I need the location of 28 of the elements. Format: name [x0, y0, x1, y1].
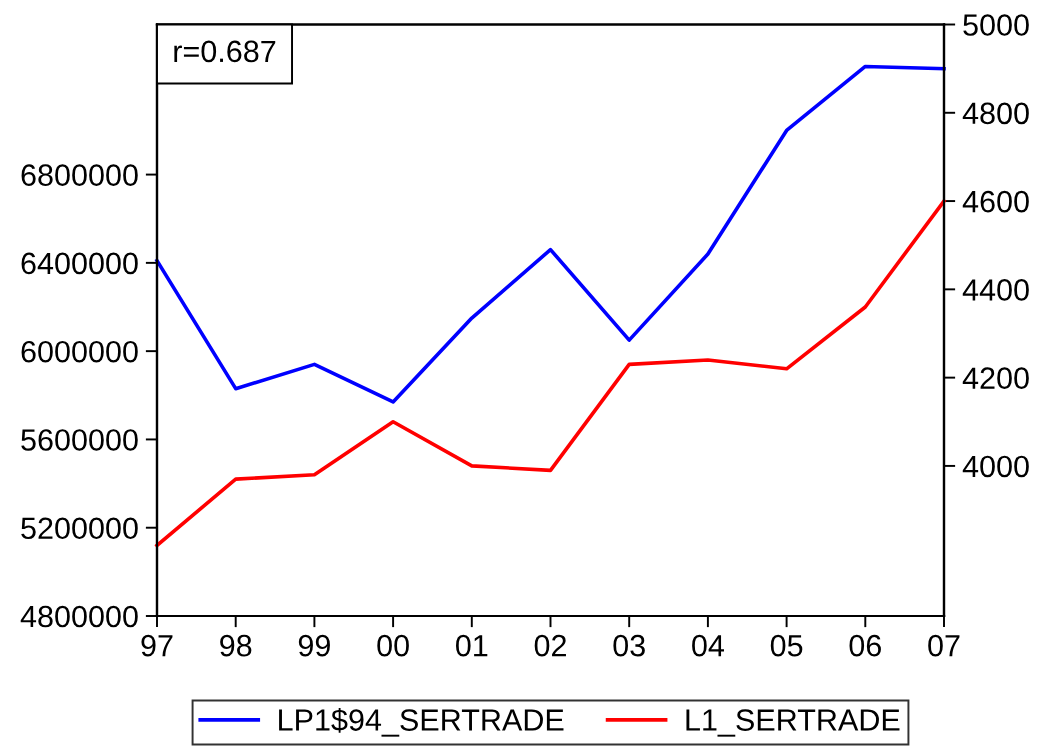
y2-tick-label: 4200 — [962, 367, 1029, 390]
y2-tick-label: 4000 — [962, 455, 1029, 478]
x-tick-label: 00 — [377, 634, 409, 657]
legend-label: L1_SERTRADE — [686, 709, 900, 737]
annotation: r=0.687 — [174, 40, 276, 63]
y2-tick-label: 5000 — [963, 14, 1029, 36]
y2-tick-label: 4600 — [962, 190, 1029, 213]
legend-label: LP1$94_SERTRADE — [279, 707, 564, 737]
x-tick-label: 05 — [770, 634, 803, 657]
line-series — [155, 199, 946, 548]
y-tick-label: 6400000 — [21, 252, 138, 275]
line-series — [155, 64, 946, 404]
y-tick-label: 6000000 — [21, 340, 138, 363]
x-tick-label: 04 — [692, 634, 724, 657]
x-tick-label: 01 — [456, 634, 488, 657]
y-tick-label: 6800000 — [21, 164, 138, 186]
y-tick-label: 4800000 — [20, 605, 138, 628]
y2-tick-label: 4800 — [962, 102, 1029, 125]
y-tick-label: 5600000 — [21, 429, 138, 451]
x-tick-label: 97 — [141, 634, 173, 657]
x-tick-label: 06 — [849, 634, 881, 657]
y-tick-label: 5200000 — [21, 517, 138, 540]
y2-tick-label: 4400 — [962, 279, 1029, 301]
x-tick-label: 99 — [298, 634, 330, 657]
x-tick-label: 07 — [928, 634, 960, 657]
x-tick-label: 98 — [220, 634, 252, 657]
x-tick-label: 02 — [534, 634, 566, 657]
x-tick-label: 03 — [613, 634, 645, 657]
